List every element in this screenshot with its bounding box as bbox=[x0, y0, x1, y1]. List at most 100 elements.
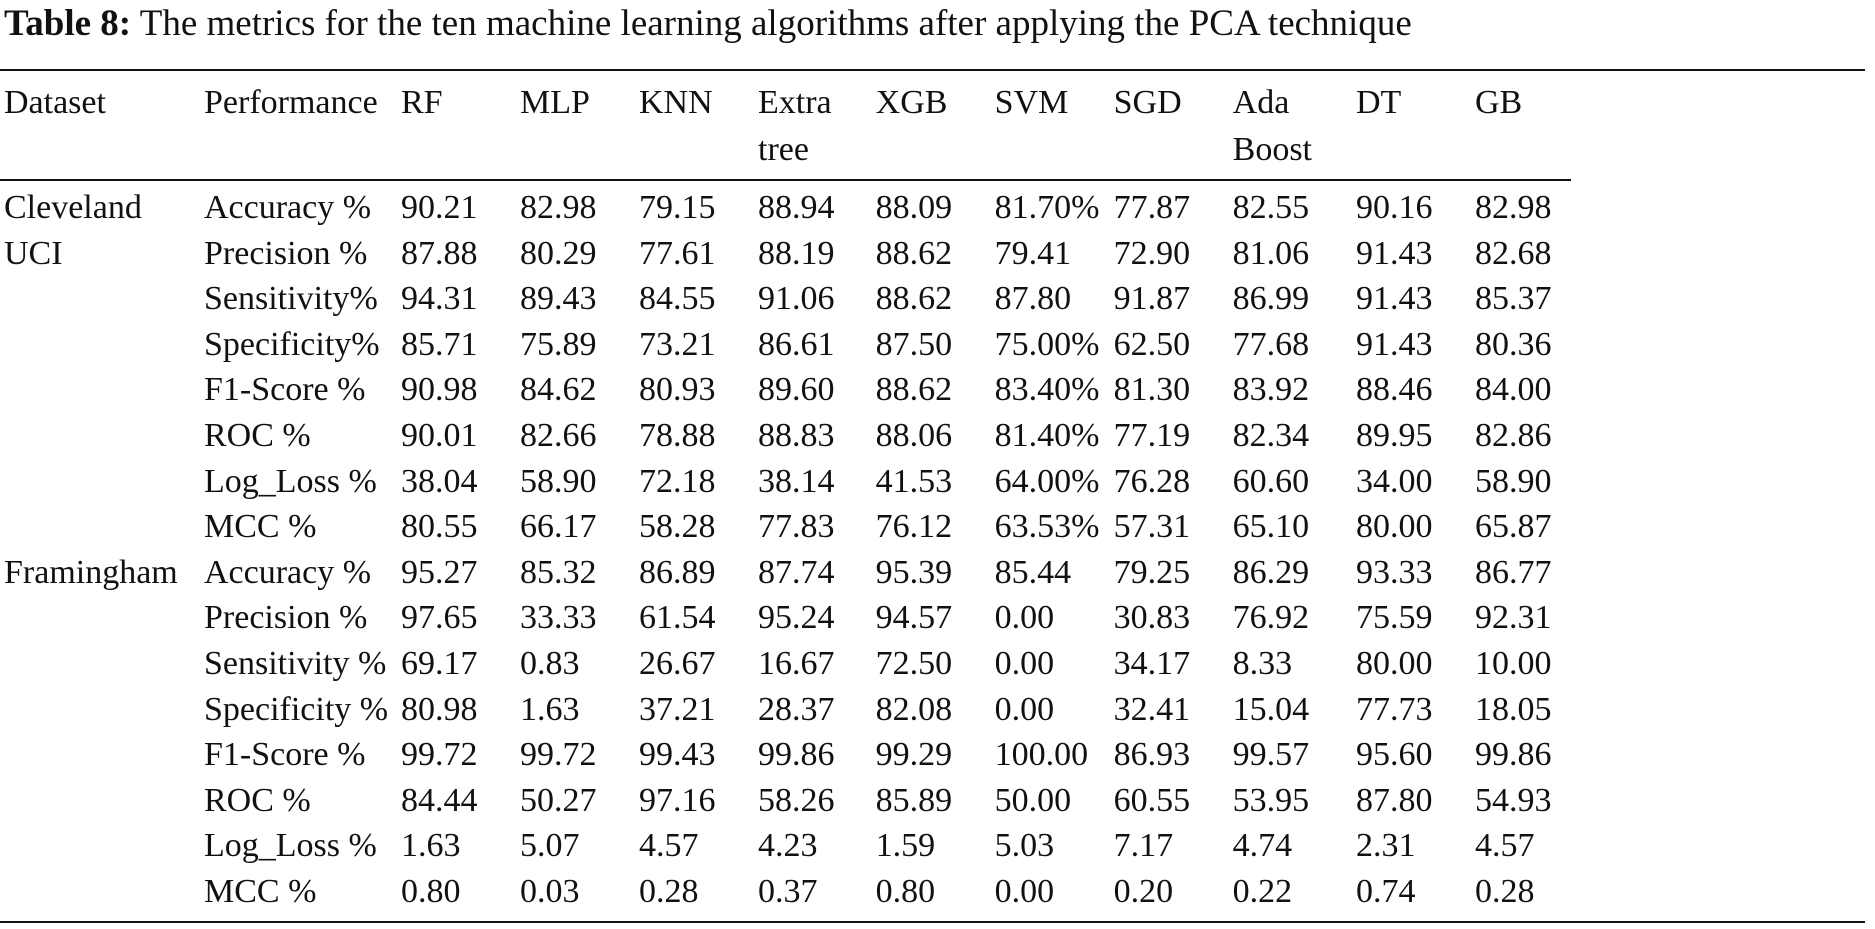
value-cell: 79.15 bbox=[639, 189, 716, 226]
value-cell: 58.26 bbox=[758, 781, 835, 819]
value-cell: 77.87 bbox=[1113, 189, 1191, 226]
dataset-cell bbox=[0, 869, 200, 915]
table-row: ROC % 90.01 82.66 78.88 88.83 88.06 81.40% 77.1… bbox=[0, 413, 1571, 459]
value-cell: 73.21 bbox=[639, 325, 716, 363]
value-cell: 82.55 bbox=[1232, 189, 1310, 226]
value-cell: 88.62 bbox=[875, 280, 953, 318]
metric-cell: Precision % bbox=[204, 234, 368, 272]
dataset-cell bbox=[0, 595, 200, 641]
value-cell: 84.55 bbox=[639, 280, 716, 318]
header-row: Dataset Performance RF MLP KNN Extra tre… bbox=[0, 76, 1571, 180]
value-cell: 99.86 bbox=[758, 736, 835, 774]
value-cell: 90.21 bbox=[401, 189, 478, 226]
value-cell: 88.94 bbox=[758, 189, 835, 226]
value-cell: 0.80 bbox=[875, 872, 936, 910]
value-cell: 82.86 bbox=[1474, 416, 1552, 454]
metrics-table: Dataset Performance RF MLP KNN Extra tre… bbox=[0, 76, 1571, 915]
value-cell: 50.27 bbox=[520, 781, 597, 819]
value-cell: 1.63 bbox=[401, 827, 461, 865]
table-row: F1-Score % 90.98 84.62 80.93 89.60 88.62 83.40… bbox=[0, 367, 1571, 413]
value-cell: 87.80 bbox=[994, 280, 1072, 318]
value-cell: 91.06 bbox=[758, 280, 835, 318]
metric-cell: F1-Score % bbox=[204, 371, 366, 409]
value-cell: 33.33 bbox=[520, 599, 597, 637]
value-cell: 37.21 bbox=[639, 690, 716, 728]
value-cell: 60.60 bbox=[1232, 462, 1310, 500]
value-cell: 97.16 bbox=[639, 781, 716, 819]
table-top-rule bbox=[0, 69, 1865, 71]
metric-cell: Sensitivity% bbox=[204, 280, 378, 318]
column-header: MLP bbox=[520, 84, 590, 121]
value-cell: 72.18 bbox=[639, 462, 716, 500]
value-cell: 85.71 bbox=[401, 325, 478, 363]
value-cell: 16.67 bbox=[758, 644, 835, 682]
value-cell: 91.87 bbox=[1113, 280, 1191, 318]
value-cell: 89.43 bbox=[520, 280, 597, 318]
value-cell: 32.41 bbox=[1113, 690, 1191, 728]
dataset-cell bbox=[0, 413, 200, 459]
dataset-cell: UCI bbox=[4, 234, 63, 272]
dataset-cell bbox=[0, 641, 200, 687]
value-cell: 61.54 bbox=[639, 599, 716, 637]
value-cell: 82.98 bbox=[1474, 189, 1552, 226]
value-cell: 80.00 bbox=[1355, 644, 1433, 682]
value-cell: 80.55 bbox=[401, 508, 478, 546]
value-cell: 100.00 bbox=[994, 736, 1089, 774]
value-cell: 34.00 bbox=[1355, 462, 1433, 500]
column-header: KNN bbox=[639, 84, 713, 121]
value-cell: 79.25 bbox=[1113, 553, 1191, 591]
dataset-cell bbox=[0, 276, 200, 322]
column-header: XGB bbox=[875, 84, 948, 121]
value-cell: 80.29 bbox=[520, 234, 597, 272]
value-cell: 99.86 bbox=[1474, 736, 1552, 774]
value-cell: 80.98 bbox=[401, 690, 478, 728]
metric-cell: Accuracy % bbox=[204, 553, 372, 591]
value-cell: 86.77 bbox=[1474, 553, 1552, 591]
value-cell: 62.50 bbox=[1113, 325, 1191, 363]
value-cell: 99.72 bbox=[520, 736, 597, 774]
metric-cell: Accuracy % bbox=[204, 189, 372, 226]
dataset-cell bbox=[0, 367, 200, 413]
dataset-cell bbox=[0, 687, 200, 733]
value-cell: 84.00 bbox=[1474, 371, 1552, 409]
value-cell: 81.06 bbox=[1232, 234, 1310, 272]
value-cell: 0.00 bbox=[994, 644, 1055, 682]
value-cell: 75.89 bbox=[520, 325, 597, 363]
value-cell: 94.57 bbox=[875, 599, 953, 637]
value-cell: 99.43 bbox=[639, 736, 716, 774]
value-cell: 90.16 bbox=[1355, 189, 1433, 226]
value-cell: 0.28 bbox=[639, 872, 699, 910]
value-cell: 94.31 bbox=[401, 280, 478, 318]
value-cell: 88.83 bbox=[758, 416, 835, 454]
value-cell: 81.40% bbox=[994, 416, 1100, 454]
value-cell: 18.05 bbox=[1474, 690, 1552, 728]
value-cell: 95.60 bbox=[1355, 736, 1433, 774]
value-cell: 93.33 bbox=[1355, 553, 1433, 591]
metric-cell: ROC % bbox=[204, 416, 311, 454]
value-cell: 82.98 bbox=[520, 189, 597, 226]
metric-cell: Log_Loss % bbox=[204, 827, 377, 865]
table-row: Sensitivity% 94.31 89.43 84.55 91.06 88.62 87.… bbox=[0, 276, 1571, 322]
value-cell: 77.19 bbox=[1113, 416, 1191, 454]
value-cell: 0.37 bbox=[758, 872, 818, 910]
column-header: Performance bbox=[204, 84, 378, 121]
column-header: SVM bbox=[994, 84, 1069, 121]
column-header: Ada Boost bbox=[1232, 84, 1312, 168]
column-header: GB bbox=[1474, 84, 1523, 121]
value-cell: 97.65 bbox=[401, 599, 478, 637]
value-cell: 77.83 bbox=[758, 508, 835, 546]
value-cell: 64.00% bbox=[994, 462, 1100, 500]
value-cell: 87.50 bbox=[875, 325, 953, 363]
value-cell: 10.00 bbox=[1474, 644, 1552, 682]
value-cell: 82.34 bbox=[1232, 416, 1310, 454]
value-cell: 82.66 bbox=[520, 416, 597, 454]
value-cell: 50.00 bbox=[994, 781, 1072, 819]
value-cell: 54.93 bbox=[1474, 781, 1552, 819]
value-cell: 88.62 bbox=[875, 371, 953, 409]
value-cell: 83.92 bbox=[1232, 371, 1310, 409]
value-cell: 91.43 bbox=[1355, 325, 1433, 363]
value-cell: 4.23 bbox=[758, 827, 818, 865]
value-cell: 58.28 bbox=[639, 508, 716, 546]
metric-cell: Log_Loss % bbox=[204, 462, 377, 500]
value-cell: 0.74 bbox=[1355, 872, 1416, 910]
